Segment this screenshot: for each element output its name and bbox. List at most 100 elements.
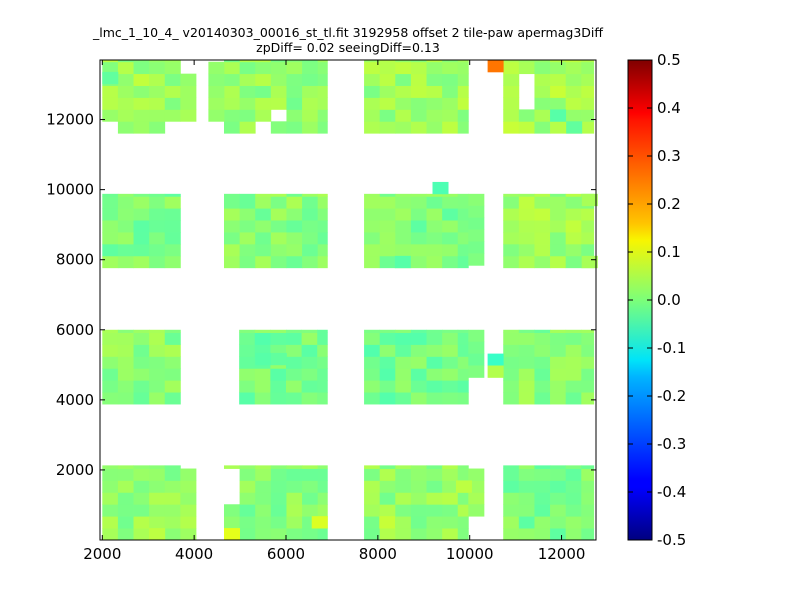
- heatmap-cell: [442, 243, 459, 257]
- heatmap-cell: [581, 232, 595, 245]
- heatmap-cell: [117, 344, 134, 357]
- heatmap-cell: [457, 109, 469, 122]
- heatmap-cell: [270, 220, 287, 233]
- heatmap-cell: [565, 480, 582, 493]
- heatmap-cell: [395, 368, 412, 381]
- heatmap-cell: [468, 480, 485, 493]
- plot-area: 2000 4000 6000 8000 10000 12000 2000 4000 6000 8…: [46, 59, 598, 563]
- heatmap-cell: [457, 255, 469, 269]
- heatmap-cell: [302, 61, 319, 75]
- heatmap-cell: [426, 332, 443, 345]
- heatmap-cell: [379, 480, 396, 493]
- heatmap-cell: [379, 109, 396, 122]
- heatmap-cell: [254, 329, 271, 333]
- heatmap-cell: [426, 97, 443, 110]
- heatmap-cell: [442, 329, 459, 333]
- heatmap-cell: [149, 344, 166, 357]
- heatmap-cell: [301, 368, 318, 381]
- colorbar-tick-label: -0.4: [657, 483, 686, 501]
- heatmap-cell: [270, 492, 287, 505]
- heatmap-cell: [286, 196, 303, 209]
- heatmap-cell: [364, 504, 381, 517]
- heatmap-cell: [117, 232, 134, 245]
- heatmap-cell: [565, 504, 582, 517]
- heatmap-cell: [379, 528, 396, 541]
- heatmap-cell: [426, 193, 443, 197]
- heatmap-cell: [379, 492, 396, 505]
- heatmap-cell: [117, 220, 134, 233]
- heatmap-cell: [379, 504, 396, 517]
- heatmap-cell: [364, 121, 381, 134]
- heatmap-cell: [364, 480, 381, 493]
- heatmap-cell: [442, 121, 459, 134]
- heatmap-cell: [224, 504, 241, 517]
- heatmap-cell: [565, 344, 582, 357]
- heatmap-cell: [117, 465, 134, 469]
- heatmap-cell: [518, 468, 535, 481]
- heatmap-cell: [442, 60, 459, 63]
- heatmap-cell: [457, 528, 469, 541]
- heatmap-cell: [442, 480, 459, 493]
- heatmap-cell: [442, 380, 459, 393]
- heatmap-cell: [317, 344, 328, 357]
- heatmap-cell: [117, 97, 134, 110]
- heatmap-cell: [395, 332, 412, 345]
- heatmap-cell: [149, 73, 166, 86]
- heatmap-cell: [395, 356, 412, 369]
- heatmap-cell: [518, 121, 535, 134]
- heatmap-cell: [442, 392, 459, 405]
- x-tick-label: 12000: [538, 545, 586, 563]
- heatmap-cell: [518, 61, 535, 75]
- heatmap-cell: [379, 392, 396, 405]
- heatmap-cell: [426, 109, 443, 122]
- heatmap-cell: [534, 220, 551, 233]
- heatmap-cell: [410, 109, 427, 122]
- heatmap-cell: [286, 528, 303, 541]
- heatmap-cell: [133, 97, 150, 110]
- heatmap-cell: [550, 97, 567, 110]
- colorbar-tick-label: 0.4: [657, 99, 681, 117]
- heatmap-cell: [426, 60, 443, 63]
- heatmap-cell: [117, 332, 134, 345]
- heatmap-cell: [565, 97, 582, 110]
- heatmap-cell: [224, 85, 241, 98]
- heatmap-cell: [395, 392, 412, 405]
- heatmap-cell: [534, 121, 551, 134]
- heatmap-cell: [149, 468, 166, 481]
- heatmap-cell: [255, 220, 272, 233]
- heatmap-cell: [550, 208, 567, 221]
- heatmap-cell: [164, 480, 181, 493]
- heatmap-cell: [286, 344, 303, 357]
- heatmap-cell: [468, 341, 485, 354]
- heatmap-cell: [550, 504, 567, 517]
- heatmap-cell: [317, 356, 328, 369]
- heatmap-cell: [317, 85, 328, 98]
- heatmap-cell: [395, 61, 412, 75]
- heatmap-cell: [442, 193, 459, 197]
- heatmap-cell: [395, 344, 412, 357]
- heatmap-cell: [457, 232, 469, 245]
- heatmap-cell: [149, 329, 166, 333]
- heatmap-cell: [164, 85, 181, 98]
- colorbar-tick-label: -0.2: [657, 387, 686, 405]
- heatmap-cell: [239, 121, 256, 134]
- heatmap-cell: [117, 528, 134, 541]
- heatmap-cell: [426, 344, 443, 357]
- heatmap-cell: [503, 516, 520, 529]
- heatmap-cell: [239, 480, 256, 493]
- heatmap-cell: [286, 97, 303, 110]
- heatmap-cell: [379, 208, 396, 221]
- heatmap-cell: [286, 232, 303, 245]
- heatmap-cell: [442, 492, 459, 505]
- heatmap-cell: [117, 61, 134, 75]
- heatmap-cell: [581, 465, 595, 469]
- x-tick-label: 6000: [267, 545, 305, 563]
- heatmap-cell: [503, 196, 520, 209]
- heatmap-cell: [239, 368, 256, 381]
- heatmap-cell: [180, 85, 197, 98]
- heatmap-cell: [581, 516, 595, 529]
- heatmap-cell: [239, 97, 256, 110]
- heatmap-cell: [565, 468, 582, 481]
- heatmap-cell: [457, 73, 469, 86]
